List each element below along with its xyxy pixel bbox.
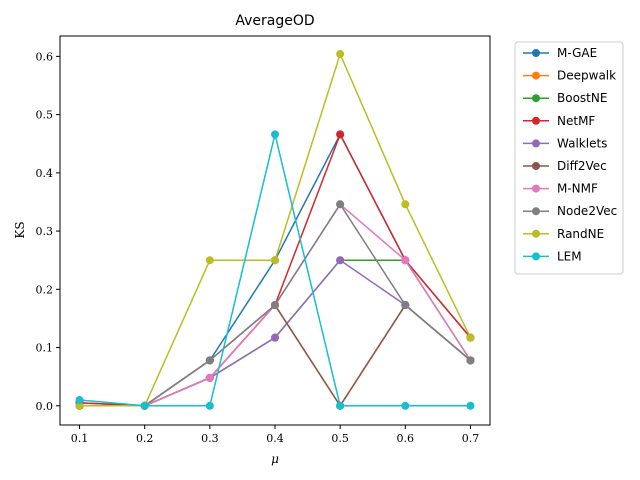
legend-item: M-GAE bbox=[523, 46, 597, 60]
data-point bbox=[205, 356, 214, 365]
legend-marker bbox=[532, 184, 540, 193]
data-point bbox=[336, 401, 345, 410]
legend-item: LEM bbox=[523, 249, 582, 263]
legend-label: M-NMF bbox=[557, 182, 598, 196]
y-tick-label: 0.4 bbox=[36, 167, 54, 180]
y-tick-label: 0.3 bbox=[36, 225, 54, 238]
legend-item: Node2Vec bbox=[523, 204, 617, 218]
data-point bbox=[336, 256, 345, 265]
y-tick-label: 0.1 bbox=[36, 342, 54, 355]
data-point bbox=[75, 395, 84, 404]
legend-label: Walklets bbox=[557, 136, 607, 150]
legend-item: RandNE bbox=[523, 227, 604, 241]
x-tick-label: 0.6 bbox=[397, 432, 415, 445]
legend-label: BoostNE bbox=[557, 91, 607, 105]
x-tick-label: 0.7 bbox=[462, 432, 480, 445]
data-point bbox=[271, 256, 279, 265]
plot-layer bbox=[75, 50, 475, 410]
legend-label: M-GAE bbox=[557, 46, 597, 60]
data-point bbox=[466, 356, 475, 365]
y-tick-label: 0.6 bbox=[36, 50, 54, 63]
legend: M-GAE Deepwalk BoostNE NetMF Walklets Diff2Ve… bbox=[514, 41, 624, 275]
data-point bbox=[271, 301, 279, 310]
y-tick-label: 0.2 bbox=[36, 283, 54, 296]
legend-item: Deepwalk bbox=[523, 69, 616, 83]
data-point bbox=[75, 401, 84, 410]
data-point bbox=[205, 401, 214, 410]
legend-label: Diff2Vec bbox=[557, 159, 607, 173]
legend-marker bbox=[532, 49, 540, 57]
legend-item: NetMF bbox=[523, 114, 595, 128]
data-point bbox=[466, 333, 475, 342]
legend-marker bbox=[532, 139, 540, 148]
legend-marker bbox=[532, 229, 540, 238]
y-tick-label: 0.0 bbox=[36, 400, 54, 413]
data-point bbox=[401, 256, 410, 265]
legend-label: Deepwalk bbox=[557, 69, 616, 83]
data-point bbox=[466, 401, 475, 410]
legend-label: NetMF bbox=[557, 114, 595, 128]
x-tick-label: 0.1 bbox=[71, 432, 89, 445]
legend-marker bbox=[532, 116, 540, 125]
y-axis-label: KS bbox=[13, 221, 27, 238]
data-point bbox=[401, 200, 410, 209]
data-point bbox=[401, 301, 410, 310]
data-point bbox=[271, 130, 279, 139]
y-tick-label: 0.5 bbox=[36, 109, 54, 122]
legend-marker bbox=[532, 162, 540, 170]
legend-item: Diff2Vec bbox=[523, 159, 607, 173]
legend-label: Node2Vec bbox=[557, 204, 617, 218]
legend-marker bbox=[532, 71, 540, 80]
legend-item: Walklets bbox=[523, 136, 607, 150]
legend-label: RandNE bbox=[557, 227, 604, 241]
data-point bbox=[336, 50, 345, 59]
x-tick-label: 0.2 bbox=[136, 432, 154, 445]
x-tick-label: 0.3 bbox=[201, 432, 219, 445]
legend-item: BoostNE bbox=[523, 91, 607, 105]
x-tick-label: 0.4 bbox=[266, 432, 284, 445]
chart-title: AverageOD bbox=[235, 13, 314, 29]
axes-layer: 0.1 0.2 0.3 0.4 0.5 0.6 0.7 0.0 0.1 0.2 0.3 0.4 0.5 0… bbox=[36, 35, 491, 445]
data-point bbox=[271, 333, 279, 342]
data-point bbox=[205, 373, 214, 382]
x-tick-label: 0.5 bbox=[331, 432, 349, 445]
data-point bbox=[140, 401, 149, 410]
legend-marker bbox=[532, 207, 540, 216]
data-point bbox=[336, 130, 345, 139]
series-lem bbox=[75, 130, 475, 410]
legend-item: M-NMF bbox=[523, 182, 598, 196]
x-axis-label: μ bbox=[271, 452, 279, 466]
data-point bbox=[401, 401, 410, 410]
data-point bbox=[205, 256, 214, 265]
legend-marker bbox=[532, 94, 540, 103]
legend-box bbox=[514, 41, 624, 275]
legend-label: LEM bbox=[557, 249, 582, 263]
legend-marker bbox=[532, 252, 540, 261]
data-point bbox=[336, 200, 345, 209]
